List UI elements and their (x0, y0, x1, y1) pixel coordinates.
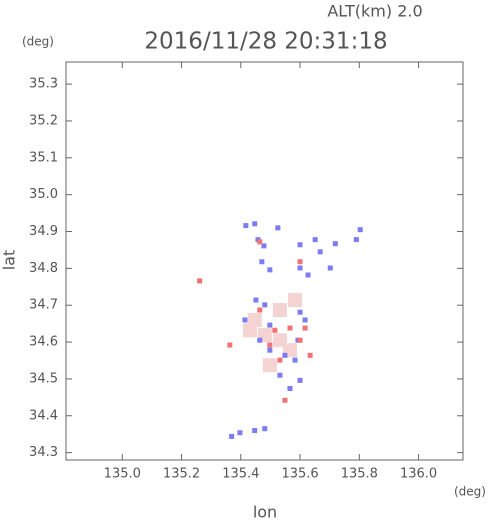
radar-point (237, 430, 243, 436)
radar-point (327, 265, 333, 271)
chart-title: 2016/11/28 20:31:18 (144, 29, 387, 55)
radar-point (253, 297, 259, 303)
y-unit: (deg) (22, 35, 54, 49)
radar-point (297, 259, 303, 265)
radar-point (267, 342, 273, 348)
x-tick-label: 135.8 (341, 467, 378, 482)
radar-point (353, 237, 359, 243)
y-tick-label: 34.5 (29, 371, 58, 386)
y-tick-label: 34.3 (29, 445, 58, 460)
y-tick-label: 34.7 (29, 298, 58, 313)
radar-point (197, 278, 203, 284)
radar-point (262, 302, 268, 308)
radar-point (297, 309, 303, 315)
y-tick-label: 34.6 (29, 335, 58, 350)
x-tick-label: 135.2 (163, 467, 200, 482)
y-tick-label: 35.1 (29, 150, 58, 165)
radar-point (292, 357, 298, 363)
plot-frame (65, 61, 464, 461)
radar-point (312, 237, 318, 243)
radar-point (257, 307, 263, 313)
radar-point (282, 397, 288, 403)
radar-point (262, 358, 277, 373)
x-tick-label: 135.4 (222, 467, 259, 482)
x-tick-label: 135.0 (104, 467, 141, 482)
radar-point (272, 303, 287, 318)
radar-point (275, 225, 281, 231)
radar-point (287, 325, 293, 331)
radar-point (297, 377, 303, 383)
y-tick-label: 34.9 (29, 224, 58, 239)
radar-point (257, 239, 263, 245)
radar-point (302, 317, 308, 323)
radar-point (287, 386, 293, 392)
radar-point (252, 221, 258, 227)
y-axis-label: lat (0, 250, 19, 271)
radar-point (357, 227, 363, 233)
radar-point (277, 372, 283, 378)
radar-point (332, 241, 338, 247)
radar-point (297, 337, 303, 343)
radar-point (267, 322, 273, 328)
radar-point (282, 352, 288, 358)
radar-point (297, 242, 303, 248)
x-axis-label: lon (253, 503, 277, 521)
radar-point (252, 428, 258, 434)
y-tick-label: 35.2 (29, 113, 58, 128)
y-tick-label: 34.4 (29, 408, 58, 423)
y-tick-label: 35.3 (29, 77, 58, 92)
radar-point (288, 293, 303, 308)
radar-point (247, 312, 262, 327)
radar-point (257, 337, 263, 343)
radar-point (262, 426, 268, 432)
radar-point (243, 223, 249, 229)
radar-point (297, 265, 303, 271)
x-unit: (deg) (454, 485, 486, 499)
radar-point (267, 267, 273, 273)
radar-point (259, 259, 265, 265)
radar-point (242, 317, 248, 323)
radar-point (277, 357, 283, 363)
altitude-label: ALT(km) 2.0 (327, 2, 422, 21)
x-tick-label: 136.0 (400, 467, 437, 482)
y-tick-label: 34.8 (29, 261, 58, 276)
radar-point (267, 347, 273, 353)
radar-point (227, 342, 233, 348)
radar-point (261, 243, 267, 249)
x-tick-label: 135.6 (281, 467, 318, 482)
radar-point (302, 325, 308, 331)
radar-point (307, 352, 313, 358)
y-tick-label: 35.0 (29, 187, 58, 202)
radar-point (317, 249, 323, 255)
radar-point (305, 272, 311, 278)
radar-point (272, 327, 278, 333)
radar-point (229, 433, 235, 439)
